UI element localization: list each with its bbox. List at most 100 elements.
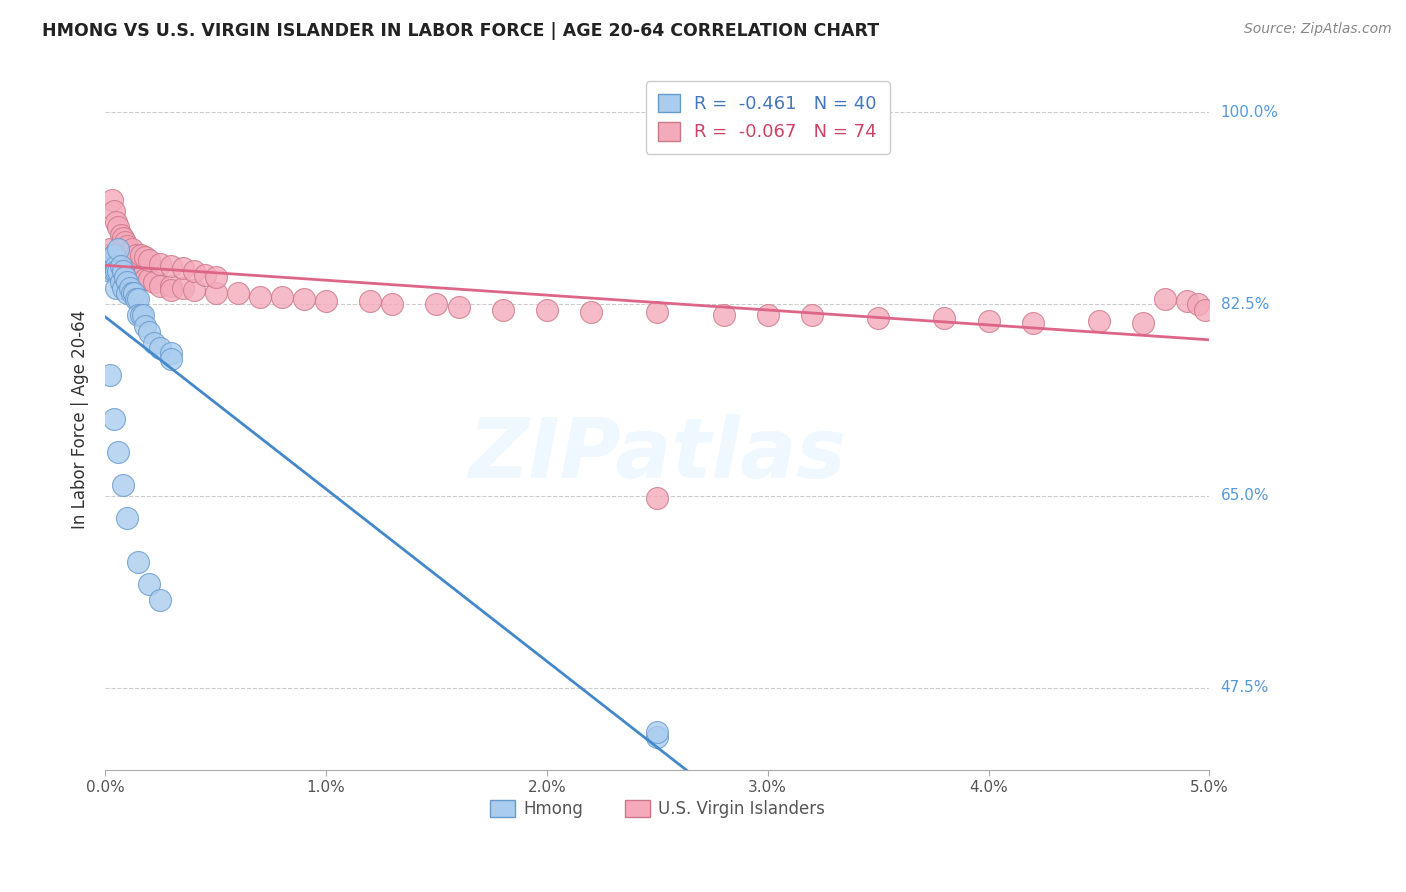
Point <box>103 412 125 426</box>
Point <box>107 253 129 268</box>
Point <box>226 286 249 301</box>
Point <box>134 250 156 264</box>
Point <box>103 204 125 219</box>
Point <box>129 248 152 262</box>
Point <box>127 308 149 322</box>
Point <box>492 302 515 317</box>
Point <box>149 278 172 293</box>
Point <box>359 293 381 308</box>
Point <box>868 311 890 326</box>
Point <box>98 264 121 278</box>
Y-axis label: In Labor Force | Age 20-64: In Labor Force | Age 20-64 <box>72 310 89 529</box>
Point <box>122 286 145 301</box>
Point <box>425 297 447 311</box>
Point <box>125 292 148 306</box>
Point <box>1022 316 1045 330</box>
Point <box>647 305 669 319</box>
Text: 82.5%: 82.5% <box>1220 297 1268 311</box>
Point <box>149 341 172 355</box>
Point <box>172 281 194 295</box>
Point <box>110 259 132 273</box>
Point <box>127 555 149 569</box>
Point <box>96 248 118 262</box>
Point <box>132 308 155 322</box>
Point <box>117 239 139 253</box>
Point <box>98 253 121 268</box>
Point <box>105 281 128 295</box>
Point <box>183 283 205 297</box>
Point <box>536 302 558 317</box>
Point <box>117 259 139 273</box>
Text: ZIPatlas: ZIPatlas <box>468 414 846 495</box>
Point <box>160 351 183 366</box>
Point <box>579 305 602 319</box>
Point <box>647 730 669 744</box>
Point <box>1194 302 1216 317</box>
Point <box>121 264 143 278</box>
Point <box>183 264 205 278</box>
Point <box>270 289 292 303</box>
Point <box>172 260 194 275</box>
Point <box>103 248 125 262</box>
Point <box>138 325 160 339</box>
Text: 65.0%: 65.0% <box>1220 489 1270 503</box>
Point <box>101 259 124 273</box>
Point <box>149 257 172 271</box>
Point <box>160 278 183 293</box>
Point <box>122 260 145 275</box>
Point <box>103 264 125 278</box>
Point <box>315 293 337 308</box>
Point <box>105 260 128 275</box>
Point <box>114 269 136 284</box>
Point <box>160 259 183 273</box>
Point <box>107 445 129 459</box>
Point <box>194 268 217 282</box>
Point <box>1187 297 1209 311</box>
Point <box>149 593 172 607</box>
Text: 100.0%: 100.0% <box>1220 105 1278 120</box>
Point <box>204 286 226 301</box>
Text: Source: ZipAtlas.com: Source: ZipAtlas.com <box>1244 22 1392 37</box>
Point <box>107 220 129 235</box>
Point <box>105 264 128 278</box>
Point <box>129 269 152 284</box>
Point <box>114 257 136 271</box>
Point <box>934 311 956 326</box>
Point <box>134 319 156 334</box>
Point <box>107 264 129 278</box>
Point <box>1088 313 1111 327</box>
Point <box>647 491 669 505</box>
Point <box>107 243 129 257</box>
Point <box>101 193 124 207</box>
Point <box>111 264 134 278</box>
Point <box>1154 292 1177 306</box>
Point <box>127 262 149 277</box>
Point <box>114 235 136 249</box>
Point <box>117 511 139 525</box>
Point <box>381 297 404 311</box>
Point <box>117 264 139 278</box>
Point <box>118 281 141 295</box>
Point <box>292 292 315 306</box>
Point <box>127 292 149 306</box>
Point <box>98 368 121 383</box>
Point <box>111 260 134 275</box>
Legend: Hmong, U.S. Virgin Islanders: Hmong, U.S. Virgin Islanders <box>484 793 831 825</box>
Point <box>129 308 152 322</box>
Point <box>1132 316 1154 330</box>
Point <box>105 259 128 273</box>
Point <box>98 243 121 257</box>
Point <box>142 335 165 350</box>
Point <box>121 243 143 257</box>
Point <box>204 269 226 284</box>
Point <box>110 275 132 289</box>
Point <box>1175 293 1198 308</box>
Point <box>117 286 139 301</box>
Point <box>103 248 125 262</box>
Point <box>800 308 823 322</box>
Point <box>713 308 735 322</box>
Text: HMONG VS U.S. VIRGIN ISLANDER IN LABOR FORCE | AGE 20-64 CORRELATION CHART: HMONG VS U.S. VIRGIN ISLANDER IN LABOR F… <box>42 22 879 40</box>
Point <box>110 228 132 243</box>
Point <box>117 275 139 289</box>
Point <box>111 478 134 492</box>
